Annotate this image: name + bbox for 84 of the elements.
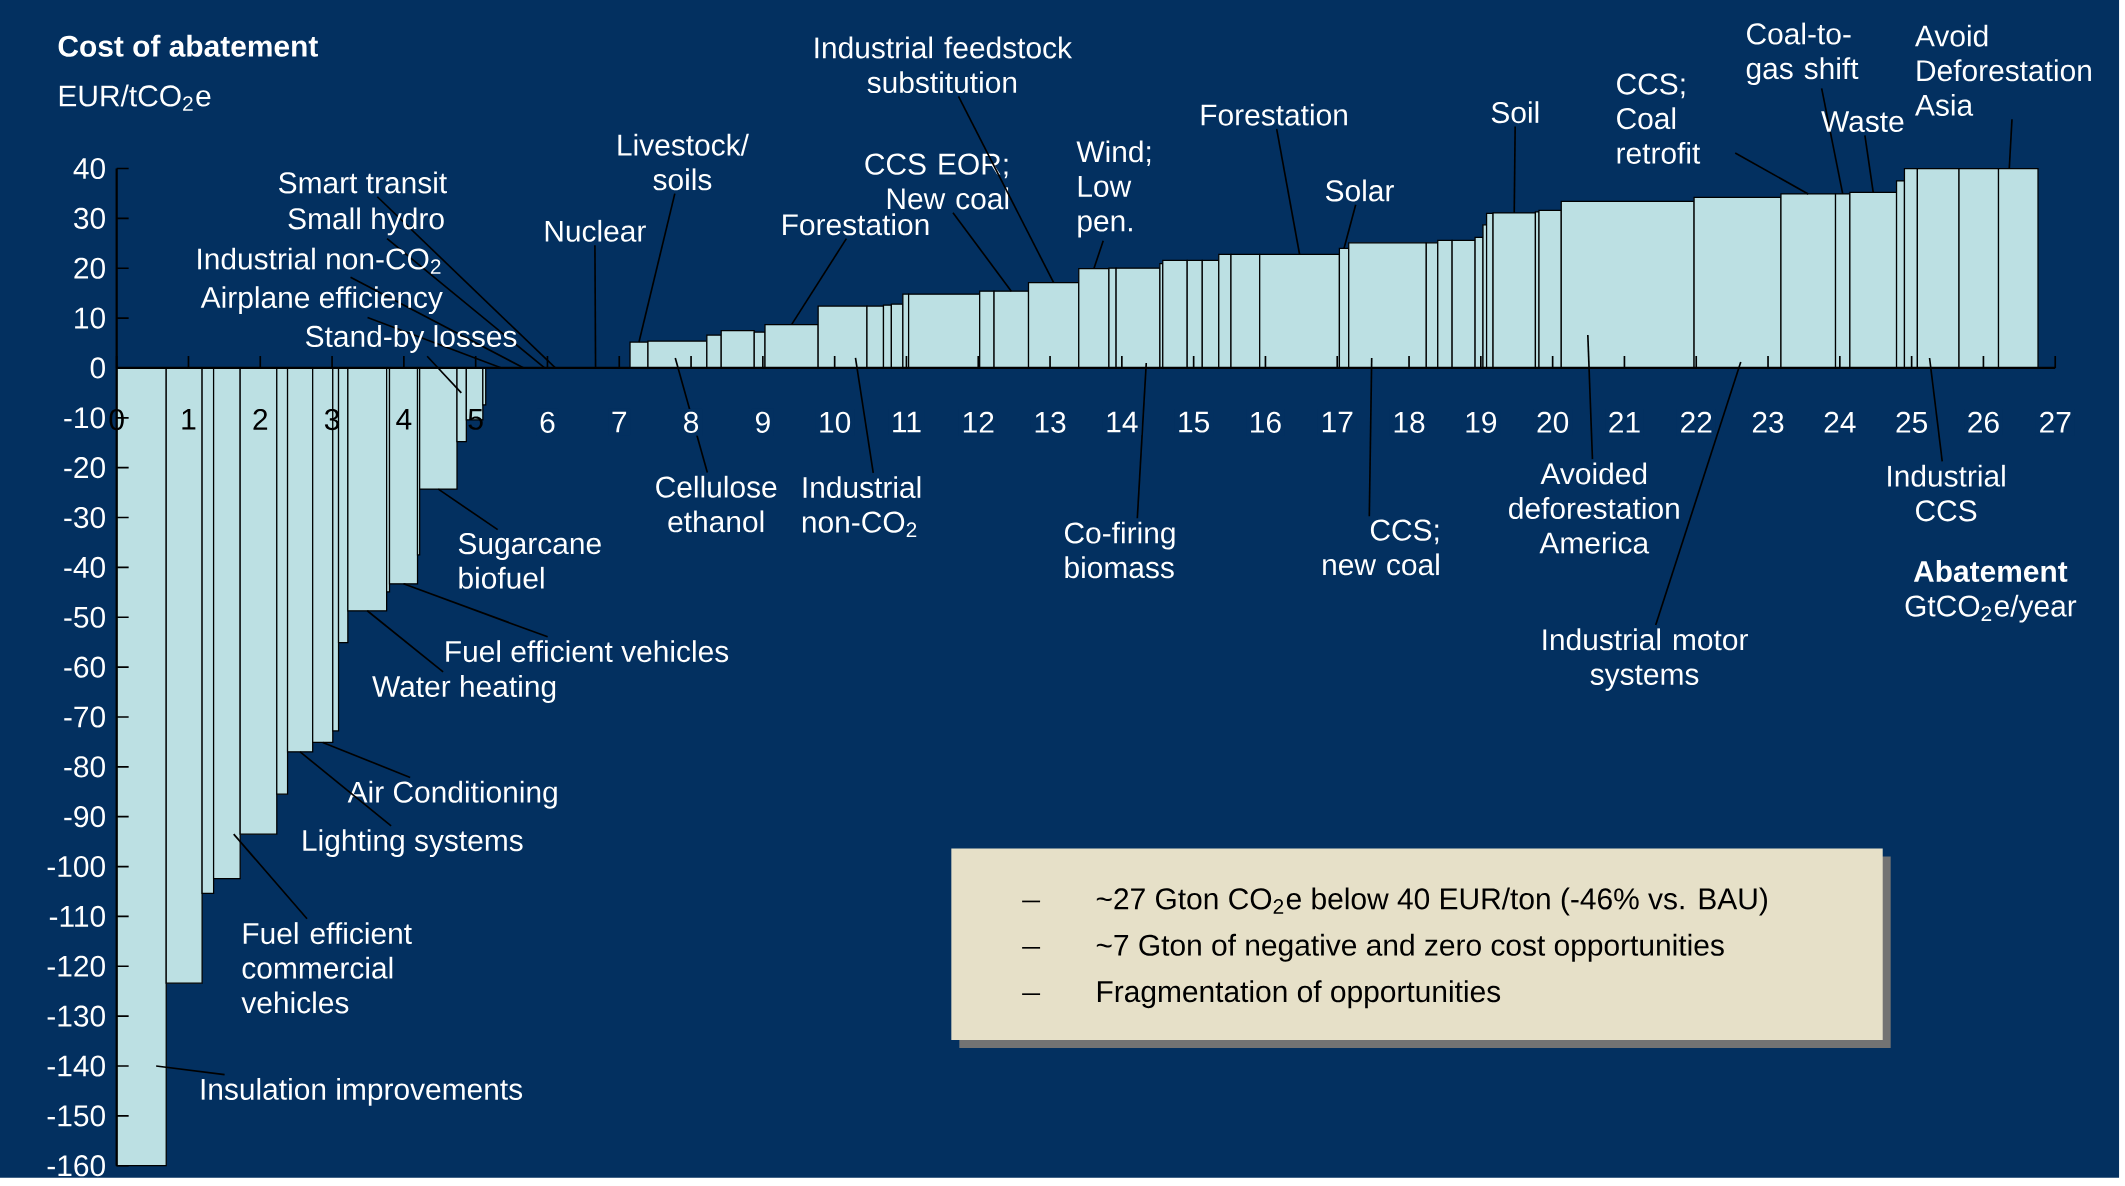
y-tick-label: -160 <box>47 1154 105 1177</box>
y-tick-label: -30 <box>64 506 105 529</box>
annotation: Solar <box>1325 179 1394 202</box>
x-tick-label: 25 <box>1896 411 1928 433</box>
annotation: Nuclear <box>545 219 646 242</box>
x-tick-label: 7 <box>612 411 627 433</box>
y-tick-label: -150 <box>47 1105 105 1127</box>
annotation: Avoided deforestation America <box>1509 462 1679 554</box>
y-tick-label: 40 <box>73 157 105 179</box>
y-tick-label: 0 <box>90 357 105 379</box>
annotation: Water heating <box>372 674 556 703</box>
text: Avoid Deforestation Asia <box>1915 24 2091 116</box>
x-tick-label: 18 <box>1394 411 1425 433</box>
annotation: Stand-by losses <box>305 324 517 353</box>
x-tick-label: 19 <box>1466 411 1497 433</box>
x-tick-label: 14 <box>1107 411 1138 433</box>
annotation: Co-firing biomass <box>1064 521 1175 579</box>
x-tick-label: 17 <box>1322 411 1353 433</box>
y-tick-label: -60 <box>64 656 105 678</box>
annotation: Wind; Low pen. <box>1076 140 1151 238</box>
x-tick-label: 8 <box>684 411 699 433</box>
y-tick-label: -110 <box>49 905 105 927</box>
annotation: Lighting systems <box>303 829 523 857</box>
x-tick-label: 15 <box>1179 411 1210 433</box>
y-tick-label: -130 <box>47 1005 105 1027</box>
annotation: Livestock/ soils <box>618 133 749 191</box>
y-tick-label: -10 <box>64 407 105 429</box>
y-tick-label: -40 <box>64 556 105 578</box>
x-tick-label: 10 <box>820 411 851 433</box>
annotation: Fuel efficient vehicles <box>446 640 729 663</box>
x-tick-label: 23 <box>1752 411 1784 433</box>
x-tick-label: 1 <box>182 408 196 430</box>
annotation: Industrial non-CO$_{2}$ <box>198 247 441 274</box>
annotation: Sugarcane biofuel <box>458 532 601 589</box>
y-axis-title: EUR/tCO$_{2}$e <box>59 84 211 111</box>
x-tick-label: 24 <box>1824 411 1856 433</box>
x-tick-label: 16 <box>1251 411 1281 433</box>
annotation: Forestation <box>1201 103 1347 126</box>
annotation: Industrial CCS <box>1888 464 2005 522</box>
annotation: Fragmentation of opportunities <box>1097 980 1501 1009</box>
annotation: Small hydro <box>288 207 444 236</box>
annotation: Industrial feedstock substitution <box>815 36 1073 93</box>
annotation: Waste <box>1821 111 1904 132</box>
y-tick-label: -50 <box>64 606 105 628</box>
y-tick-label: -100 <box>47 855 105 878</box>
x-tick-label: 13 <box>1035 411 1066 433</box>
y-tick-label: 20 <box>74 257 105 279</box>
annotation: CCS EOR; New coal <box>865 153 1009 210</box>
annotation: Industrial non-CO$_{2}$ <box>802 476 921 537</box>
y-tick-label: -120 <box>47 955 105 977</box>
annotation: Industrial motor systems <box>1543 628 1748 691</box>
chart-title: Cost of abatement <box>58 34 318 57</box>
annotation: Smart transit <box>278 171 447 194</box>
annotation: Soil <box>1491 101 1539 124</box>
annotation: Airplane efficiency <box>200 286 443 314</box>
annotation: Cellulose ethanol <box>656 475 777 533</box>
y-tick-label: -140 <box>47 1055 105 1077</box>
x-axis-title: Abatement GtCO$_{2}$e/year <box>1905 559 2077 623</box>
x-tick-label: 12 <box>963 411 994 433</box>
x-tick-label: 2 <box>253 408 268 430</box>
annotation: Insulation improvements <box>201 1077 523 1106</box>
y-tick-label: 30 <box>74 207 105 229</box>
x-tick-label: 6 <box>540 411 555 433</box>
annotation: Coal-to- gas shift <box>1746 22 1859 85</box>
annotation: Air Conditioning <box>347 780 557 809</box>
annotation: Forestation <box>783 213 929 236</box>
x-tick-label: 11 <box>893 411 921 433</box>
annotation: ~27 Gton CO$_{2}$e below 40 EUR/ton (-46% vs. BAU) <box>1096 887 1767 916</box>
y-tick-label: -70 <box>64 706 105 728</box>
x-tick-label: 27 <box>2040 411 2071 433</box>
annotation: CCS; new coal <box>1323 519 1439 576</box>
x-tick-label: 22 <box>1681 411 1712 433</box>
y-tick-label: -80 <box>64 756 105 778</box>
x-tick-label: 21 <box>1609 411 1640 433</box>
y-tick-label: 10 <box>75 307 105 329</box>
annotation: CCS; Coal retrofit <box>1617 73 1701 164</box>
x-tick-label: 9 <box>755 411 770 433</box>
x-tick-label: 26 <box>1968 411 1999 433</box>
annotation: Fuel efficient commercial vehicles <box>241 922 412 1014</box>
y-tick-label: -20 <box>64 456 105 479</box>
x-tick-label: 20 <box>1537 411 1569 433</box>
annotation: ~7 Gton of negative and zero cost opportunities <box>1096 933 1724 962</box>
x-tick-label: 4 <box>396 408 412 430</box>
y-tick-label: -90 <box>64 805 105 828</box>
